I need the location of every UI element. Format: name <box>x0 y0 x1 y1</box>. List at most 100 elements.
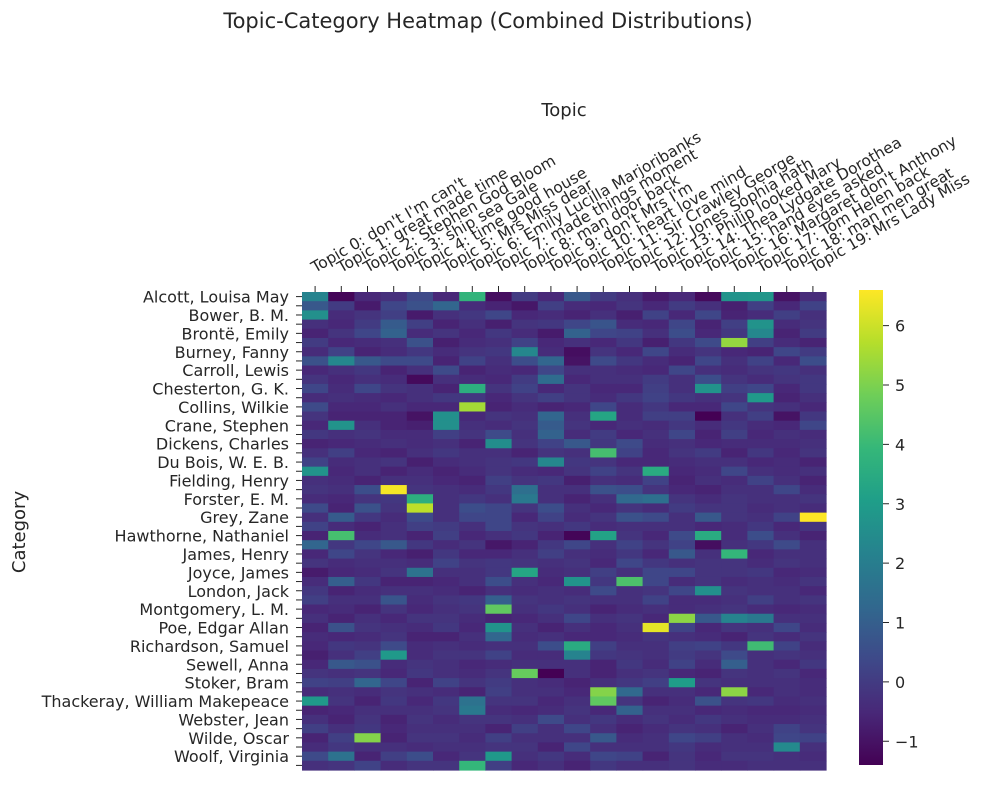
heatmap-cell <box>590 383 617 394</box>
heatmap-cell <box>695 687 722 698</box>
heatmap-cell <box>511 558 539 569</box>
heatmap-cell <box>668 512 696 523</box>
heatmap-cell <box>302 503 329 514</box>
heatmap-cell <box>354 494 382 505</box>
heatmap-cell <box>773 337 801 348</box>
heatmap-cell <box>380 576 408 587</box>
heatmap-cell <box>380 613 408 624</box>
heatmap-cell <box>302 650 329 661</box>
heatmap-cell <box>354 540 382 550</box>
heatmap-cell <box>564 604 591 615</box>
heatmap-cell <box>747 650 775 661</box>
heatmap-cell <box>302 540 329 550</box>
heatmap-cell <box>380 751 408 762</box>
heatmap-cell <box>302 733 329 744</box>
heatmap-cell <box>695 420 722 431</box>
heatmap-cell <box>721 466 748 477</box>
heatmap-cell <box>590 328 617 339</box>
heatmap-cell <box>642 558 670 569</box>
heatmap-cell <box>642 402 670 413</box>
heatmap-cell <box>328 622 355 633</box>
heatmap-cell <box>799 521 827 532</box>
heatmap-cell <box>642 521 670 532</box>
heatmap-cell <box>380 696 408 707</box>
heatmap-cell <box>328 696 355 707</box>
heatmap-cell <box>328 687 355 698</box>
heatmap-cell <box>721 393 748 403</box>
heatmap-cell <box>799 494 827 505</box>
heatmap-cell <box>328 310 355 321</box>
heatmap-cell <box>799 751 827 762</box>
heatmap-cell <box>302 292 329 302</box>
heatmap-cell <box>328 429 355 440</box>
heatmap-cell <box>459 742 486 753</box>
heatmap-cell <box>354 475 382 486</box>
heatmap-cell <box>695 466 722 477</box>
heatmap-cell <box>799 439 827 449</box>
heatmap-cell <box>695 411 722 422</box>
heatmap-cell <box>747 365 775 376</box>
heatmap-cell <box>616 586 644 596</box>
colorbar-tick-label: 0 <box>895 673 905 692</box>
heatmap-cell <box>485 475 513 486</box>
heatmap-cell <box>328 512 355 523</box>
heatmap-cell <box>433 659 460 670</box>
heatmap-cell <box>747 632 775 642</box>
heatmap-cell <box>668 494 696 505</box>
heatmap-cell <box>695 613 722 624</box>
heatmap-cell <box>354 549 382 560</box>
heatmap-cell <box>485 319 513 330</box>
heatmap-cell <box>721 595 748 606</box>
heatmap-cell <box>642 760 670 771</box>
heatmap-cell <box>354 383 382 394</box>
heatmap-cell <box>747 494 775 505</box>
heatmap-cell <box>668 733 696 744</box>
heatmap-cell <box>433 337 460 348</box>
heatmap-cell <box>773 429 801 440</box>
heatmap-cell <box>642 724 670 734</box>
heatmap-cell <box>747 760 775 771</box>
heatmap-cell <box>485 687 513 698</box>
heatmap-cell <box>642 347 670 357</box>
heatmap-cell <box>590 751 617 762</box>
heatmap-cell <box>354 337 382 348</box>
heatmap-cell <box>773 696 801 707</box>
heatmap-cell <box>590 292 617 302</box>
heatmap-cell <box>380 292 408 302</box>
heatmap-cell <box>773 310 801 321</box>
heatmap-cell <box>354 751 382 762</box>
heatmap-cell <box>511 466 539 477</box>
heatmap-cell <box>433 374 460 385</box>
heatmap-cell <box>328 420 355 431</box>
heatmap-cell <box>590 604 617 615</box>
heatmap-cell <box>721 347 748 357</box>
heatmap-cell <box>302 696 329 707</box>
heatmap-cell <box>485 595 513 606</box>
heatmap-cell <box>302 365 329 376</box>
heatmap-cell <box>590 301 617 311</box>
heatmap-cell <box>564 402 591 413</box>
heatmap-cell <box>668 714 696 725</box>
heatmap-cell <box>380 733 408 744</box>
heatmap-cell <box>799 576 827 587</box>
heatmap-cell <box>459 714 486 725</box>
y-tick-label: Thackeray, William Makepeace <box>41 692 289 711</box>
y-axis-label: Category <box>9 491 30 574</box>
heatmap-cell <box>747 475 775 486</box>
heatmap-cell <box>799 485 827 495</box>
heatmap-cell <box>433 301 460 311</box>
heatmap-cell <box>695 641 722 652</box>
heatmap-cell <box>380 760 408 771</box>
heatmap-cell <box>668 613 696 624</box>
heatmap-cell <box>511 687 539 698</box>
heatmap-cell <box>537 292 565 302</box>
heatmap-cell <box>406 466 434 477</box>
heatmap-cell <box>564 356 591 367</box>
heatmap-cell <box>616 301 644 311</box>
heatmap-cell <box>616 521 644 532</box>
heatmap-cell <box>328 576 355 587</box>
heatmap-cell <box>485 301 513 311</box>
heatmap-cell <box>695 457 722 468</box>
heatmap-cell <box>799 475 827 486</box>
